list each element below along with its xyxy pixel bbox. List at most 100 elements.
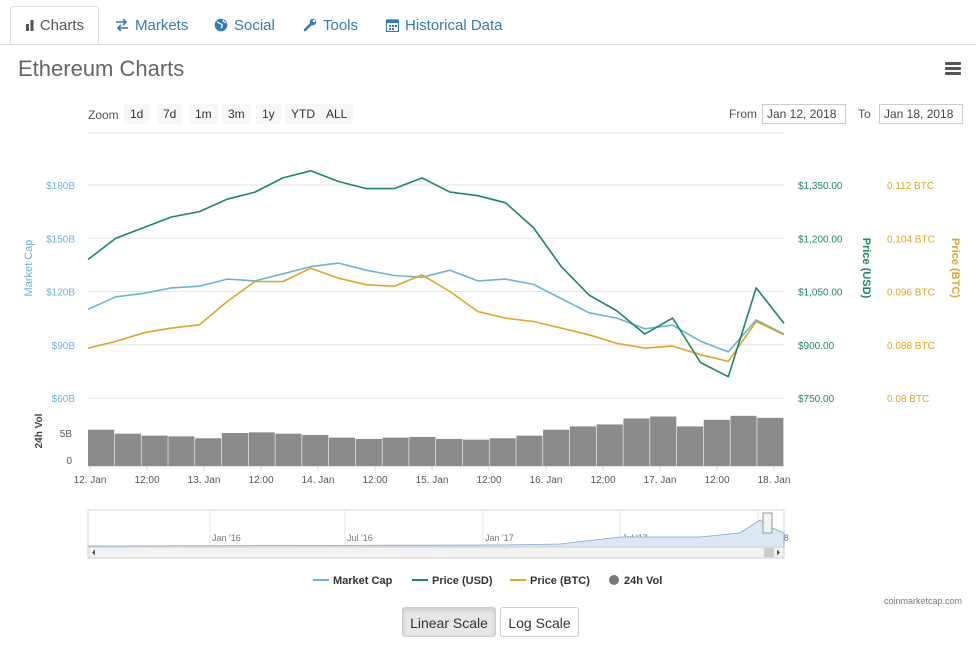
volume-bar: [650, 416, 677, 466]
credits-link[interactable]: coinmarketcap.com: [884, 596, 963, 606]
zoom-ytd-button[interactable]: YTD: [285, 104, 321, 124]
zoom-all-button[interactable]: ALL: [320, 104, 354, 124]
tab-bar: Charts Markets Social Tools Historical D…: [0, 0, 976, 45]
scroll-left-icon: [92, 549, 95, 556]
zoom-1y-button[interactable]: 1y: [256, 104, 281, 124]
tab-label: Tools: [323, 16, 359, 34]
legend-label: Price (USD): [432, 575, 493, 587]
volume-bar: [275, 433, 302, 466]
volume-bar: [596, 424, 623, 466]
tab-tools[interactable]: Tools: [303, 6, 358, 44]
to-date-input[interactable]: [879, 104, 963, 124]
price-btc-axis-title: Price (BTC): [949, 238, 961, 298]
bar-chart-icon: [26, 20, 34, 31]
volume-bar: [516, 435, 543, 466]
volume-bar: [221, 433, 249, 466]
volume-bar: [462, 439, 489, 466]
volume-bar: [623, 418, 650, 466]
zoom-7d-button[interactable]: 7d: [157, 104, 183, 124]
menu-icon[interactable]: [945, 62, 961, 76]
x-tick-label: 12:00: [248, 475, 273, 486]
x-tick-label: 12:00: [704, 475, 729, 486]
tab-label: Markets: [135, 16, 189, 34]
x-tick-label: 15. Jan: [416, 475, 449, 486]
market-cap-tick-label: $60B: [52, 394, 76, 405]
volume-bar: [141, 435, 168, 466]
price-btc-tick-label: 0.112 BTC: [887, 181, 934, 192]
tab-label: Historical Data: [405, 16, 503, 34]
price-usd-tick-label: $1,350.00: [798, 181, 843, 192]
market-cap-axis-title: Market Cap: [23, 240, 35, 297]
volume-bar: [730, 415, 757, 466]
x-tick-label: 12:00: [590, 475, 615, 486]
legend-dot: [609, 575, 619, 585]
volume-bar: [88, 429, 115, 466]
volume-bar: [436, 438, 463, 466]
navigator-label: Jul '16: [347, 533, 373, 543]
from-label: From: [729, 107, 757, 121]
price-btc-line: [87, 267, 785, 363]
market-cap-tick-label: $180B: [46, 181, 75, 192]
exchange-icon: [116, 19, 128, 31]
volume-tick-label: 0: [66, 456, 72, 467]
zoom-1m-button[interactable]: 1m: [189, 104, 218, 124]
market-cap-tick-label: $90B: [52, 341, 76, 352]
volume-bar: [489, 438, 516, 466]
price-usd-axis-title: Price (USD): [860, 238, 872, 299]
legend-label: Market Cap: [333, 575, 393, 587]
x-tick-label: 17. Jan: [644, 475, 677, 486]
navigator-frame: [87, 509, 785, 548]
volume-bar: [355, 438, 382, 466]
price-usd-line: [87, 170, 785, 378]
volume-bar: [168, 436, 195, 466]
zoom-3m-button[interactable]: 3m: [222, 104, 251, 124]
navigator-scroll-thumb: [764, 548, 774, 557]
price-usd-tick-label: $1,200.00: [798, 234, 843, 245]
to-label: To: [858, 107, 871, 121]
volume-bar: [543, 429, 570, 466]
zoom-label: Zoom: [88, 108, 119, 122]
volume-bar: [114, 433, 141, 466]
volume-bar: [703, 419, 730, 466]
navigator-label: Jan '17: [485, 533, 514, 543]
linear-scale-button[interactable]: Linear Scale: [402, 607, 496, 637]
price-btc-tick-label: 0.08 BTC: [887, 394, 929, 405]
zoom-1d-button[interactable]: 1d: [124, 104, 150, 124]
log-scale-button[interactable]: Log Scale: [500, 607, 579, 637]
price-usd-tick-label: $1,050.00: [798, 288, 843, 299]
volume-bar: [757, 417, 784, 466]
tab-charts[interactable]: Charts: [10, 6, 99, 44]
price-usd-tick-label: $750.00: [798, 394, 835, 405]
globe-icon: [214, 18, 228, 32]
x-tick-label: 12:00: [134, 475, 159, 486]
volume-bar: [382, 437, 409, 466]
price-btc-tick-label: 0.104 BTC: [887, 234, 935, 245]
navigator-handle: [762, 512, 773, 534]
market-cap-line: [87, 262, 785, 353]
tab-historical-data[interactable]: Historical Data: [386, 6, 503, 44]
x-tick-label: 12:00: [476, 475, 501, 486]
calendar-icon: [386, 19, 399, 32]
scroll-right-icon: [777, 549, 780, 556]
navigator-scrollbar: [87, 546, 785, 559]
navigator-label: Jul '17: [622, 533, 648, 543]
tab-social[interactable]: Social: [214, 6, 275, 44]
volume-tick-label: 5B: [60, 429, 73, 440]
x-tick-label: 18. Jan: [758, 475, 791, 486]
price-btc-tick-label: 0.096 BTC: [887, 288, 935, 299]
tab-markets[interactable]: Markets: [115, 6, 188, 44]
navigator-series: [87, 519, 785, 548]
volume-bar: [569, 426, 597, 466]
x-tick-label: 12. Jan: [74, 475, 107, 486]
wrench-icon: [303, 18, 317, 32]
x-tick-label: 14. Jan: [302, 475, 335, 486]
navigator-label: Jan '18: [760, 533, 789, 543]
volume-bar: [409, 436, 436, 466]
from-date-input[interactable]: [762, 104, 846, 124]
navigator-label: Jan '16: [212, 533, 241, 543]
volume-bar: [328, 437, 356, 466]
legend-label: 24h Vol: [624, 575, 662, 587]
x-tick-label: 16. Jan: [530, 475, 563, 486]
volume-bar: [676, 426, 704, 466]
x-tick-label: 13. Jan: [188, 475, 221, 486]
